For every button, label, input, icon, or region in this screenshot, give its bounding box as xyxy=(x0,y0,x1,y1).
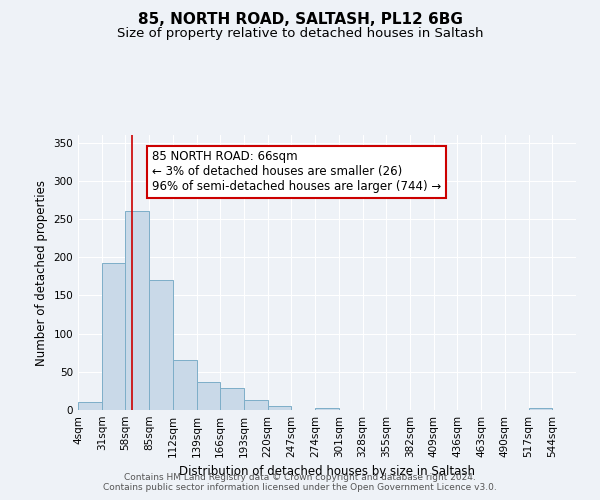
X-axis label: Distribution of detached houses by size in Saltash: Distribution of detached houses by size … xyxy=(179,466,475,478)
Text: Contains HM Land Registry data © Crown copyright and database right 2024.
Contai: Contains HM Land Registry data © Crown c… xyxy=(103,473,497,492)
Bar xyxy=(268,406,292,410)
Bar xyxy=(102,264,125,410)
Bar xyxy=(78,402,102,410)
Text: Size of property relative to detached houses in Saltash: Size of property relative to detached ho… xyxy=(117,28,483,40)
Bar xyxy=(149,280,173,410)
Bar xyxy=(125,212,149,410)
Bar xyxy=(529,408,552,410)
Bar xyxy=(315,408,339,410)
Y-axis label: Number of detached properties: Number of detached properties xyxy=(35,180,48,366)
Text: 85, NORTH ROAD, SALTASH, PL12 6BG: 85, NORTH ROAD, SALTASH, PL12 6BG xyxy=(137,12,463,28)
Text: 85 NORTH ROAD: 66sqm
← 3% of detached houses are smaller (26)
96% of semi-detach: 85 NORTH ROAD: 66sqm ← 3% of detached ho… xyxy=(152,150,441,194)
Bar xyxy=(197,382,220,410)
Bar xyxy=(244,400,268,410)
Bar xyxy=(173,360,197,410)
Bar xyxy=(220,388,244,410)
